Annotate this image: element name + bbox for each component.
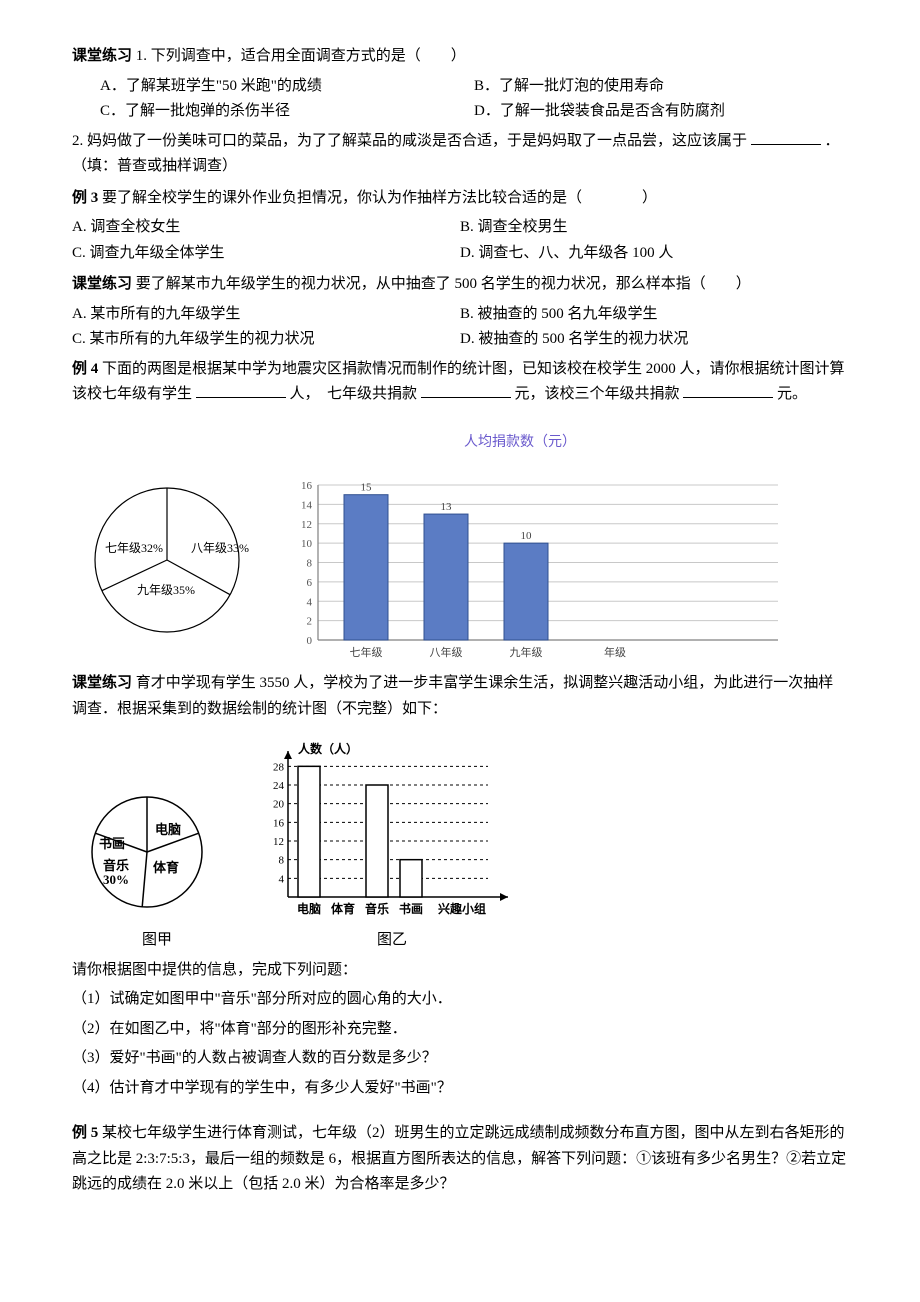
caption-yi: 图乙	[242, 928, 542, 954]
svg-text:6: 6	[307, 577, 313, 589]
ex4-stem-d: 元。	[777, 386, 807, 402]
pr3-line: 课堂练习 要了解某市九年级学生的视力状况，从中抽查了 500 名学生的视力状况，…	[72, 272, 848, 298]
pr4-i3: （3）爱好"书画"的人数占被调查人数的百分数是多少？	[72, 1046, 848, 1072]
svg-text:体育: 体育	[331, 901, 355, 916]
ex4-stem-b: 人， 七年级共捐款	[290, 386, 418, 402]
bar1-title: 人均捐款数（元）	[464, 435, 576, 450]
q2-line: 2. 妈妈做了一份美味可口的菜品，为了了解菜品的咸淡是否合适，于是妈妈取了一点品…	[72, 129, 848, 180]
ex4-line: 例 4 下面的两图是根据某中学为地震灾区捐款情况而制作的统计图，已知该校在校学生…	[72, 357, 848, 408]
q1-opt-d: D．了解一批袋装食品是否含有防腐剂	[474, 99, 848, 125]
svg-text:书画: 书画	[99, 836, 125, 851]
pr3-opt-a: A. 某市所有的九年级学生	[72, 302, 460, 328]
pr4-prefix: 课堂练习	[72, 675, 132, 691]
svg-text:八年级33%: 八年级33%	[191, 541, 249, 555]
svg-text:4: 4	[279, 873, 285, 885]
svg-text:2: 2	[307, 616, 313, 628]
svg-text:电脑: 电脑	[297, 901, 321, 916]
bar-chart-donation: 0 2 4 6 8 10 12 14 16 15 七年级 13 八年级 10 九年级 年级	[272, 465, 792, 665]
pr3-opt-c: C. 某市所有的九年级学生的视力状况	[72, 327, 460, 353]
pr4-tail: 请你根据图中提供的信息，完成下列问题：	[72, 958, 848, 984]
pr3-opts-row2: C. 某市所有的九年级学生的视力状况 D. 被抽查的 500 名学生的视力状况	[72, 327, 848, 353]
ex4-figs: 八年级33% 七年级32% 九年级35% 0 2 4 6 8 10 12 14 16 15 七年级 13 八…	[72, 465, 848, 665]
pr4-i1: （1）试确定如图甲中"音乐"部分所对应的圆心角的大小．	[72, 987, 848, 1013]
svg-text:28: 28	[273, 761, 285, 773]
svg-text:10: 10	[521, 530, 533, 542]
svg-text:七年级: 七年级	[350, 645, 383, 659]
pr4-line: 课堂练习 育才中学现有学生 3550 人，学校为了进一步丰富学生课余生活，拟调整…	[72, 671, 848, 722]
q1-opts-row1: A．了解某班学生"50 米跑"的成绩 B．了解一批灯泡的使用寿命	[100, 74, 848, 100]
svg-text:七年级32%: 七年级32%	[105, 541, 163, 555]
q1-prefix: 课堂练习	[72, 48, 132, 64]
svg-text:人数（人）: 人数（人）	[298, 741, 358, 756]
ex4-stem-c: 元，该校三个年级共捐款	[515, 386, 680, 402]
ex3-prefix: 例 3	[72, 190, 98, 206]
svg-text:4: 4	[307, 596, 313, 608]
pr4-i2: （2）在如图乙中，将"体育"部分的图形补充完整．	[72, 1017, 848, 1043]
ex3-opts-row1: A. 调查全校女生 B. 调查全校男生	[72, 215, 848, 241]
ex3-opt-a: A. 调查全校女生	[72, 215, 460, 241]
caption-jia: 图甲	[72, 928, 242, 954]
svg-text:兴趣小组: 兴趣小组	[438, 901, 486, 916]
svg-text:8: 8	[307, 558, 313, 570]
q1-stem: 下列调查中，适合用全面调查方式的是（ ）	[151, 48, 466, 64]
pr3-opt-b: B. 被抽查的 500 名九年级学生	[460, 302, 848, 328]
pie-chart-grades: 八年级33% 七年级32% 九年级35%	[72, 465, 262, 655]
q1-line: 课堂练习 1. 下列调查中，适合用全面调查方式的是（ ）	[72, 44, 848, 70]
ex4-blank2[interactable]	[421, 382, 511, 398]
ex5-prefix: 例 5	[72, 1125, 98, 1141]
pr4-figs: 电脑书画体育音乐30% 人数（人）481216202428电脑体育音乐书画兴趣小…	[72, 732, 848, 922]
q2-num: 2.	[72, 133, 83, 149]
svg-text:音乐: 音乐	[103, 858, 129, 873]
q1-num: 1.	[136, 48, 147, 64]
svg-text:音乐: 音乐	[365, 901, 389, 916]
svg-text:八年级: 八年级	[430, 645, 463, 659]
fig-captions: 图甲 图乙	[72, 928, 848, 954]
ex4-blank1[interactable]	[196, 382, 286, 398]
svg-text:九年级: 九年级	[510, 645, 543, 659]
bar-chart-interest: 人数（人） 4 8 12 16 20 24 28 电脑体育音乐书画兴趣小组	[242, 732, 542, 922]
svg-text:12: 12	[301, 519, 312, 531]
pr3-opt-d: D. 被抽查的 500 名学生的视力状况	[460, 327, 848, 353]
ex5-stem: 某校七年级学生进行体育测试，七年级（2）班男生的立定跳远成绩制成频数分布直方图，…	[72, 1125, 846, 1192]
q1-opt-b: B．了解一批灯泡的使用寿命	[474, 74, 848, 100]
ex5-line: 例 5 某校七年级学生进行体育测试，七年级（2）班男生的立定跳远成绩制成频数分布…	[72, 1121, 848, 1198]
q1-opts-row2: C．了解一批炮弹的杀伤半径 D．了解一批袋装食品是否含有防腐剂	[100, 99, 848, 125]
ex3-opt-d: D. 调查七、八、九年级各 100 人	[460, 241, 848, 267]
svg-text:16: 16	[301, 480, 313, 492]
svg-text:24: 24	[273, 780, 285, 792]
pr4-i4: （4）估计育才中学现有的学生中，有多少人爱好"书画"？	[72, 1076, 848, 1102]
svg-text:10: 10	[301, 538, 313, 550]
svg-text:20: 20	[273, 799, 285, 811]
svg-text:书画: 书画	[399, 901, 423, 916]
svg-text:15: 15	[361, 482, 373, 494]
svg-text:电脑: 电脑	[155, 822, 181, 837]
pr3-stem: 要了解某市九年级学生的视力状况，从中抽查了 500 名学生的视力状况，那么样本指…	[136, 276, 751, 292]
pr3-prefix: 课堂练习	[72, 276, 132, 292]
ex3-opt-c: C. 调查九年级全体学生	[72, 241, 460, 267]
ex3-line: 例 3 要了解全校学生的课外作业负担情况，你认为作抽样方法比较合适的是（ ）	[72, 186, 848, 212]
pie-chart-interest: 电脑书画体育 音乐30%	[72, 772, 222, 922]
q2-stem-a: 妈妈做了一份美味可口的菜品，为了了解菜品的咸淡是否合适，于是妈妈取了一点品尝，这…	[87, 133, 747, 149]
svg-text:体育: 体育	[153, 860, 179, 875]
q1-opt-a: A．了解某班学生"50 米跑"的成绩	[100, 74, 474, 100]
svg-text:30%: 30%	[103, 872, 129, 887]
pr3-opts-row1: A. 某市所有的九年级学生 B. 被抽查的 500 名九年级学生	[72, 302, 848, 328]
svg-text:13: 13	[441, 501, 453, 513]
q1-opt-c: C．了解一批炮弹的杀伤半径	[100, 99, 474, 125]
ex3-opts-row2: C. 调查九年级全体学生 D. 调查七、八、九年级各 100 人	[72, 241, 848, 267]
svg-text:九年级35%: 九年级35%	[137, 583, 195, 597]
svg-text:0: 0	[307, 635, 313, 647]
svg-text:8: 8	[279, 855, 285, 867]
ex3-stem: 要了解全校学生的课外作业负担情况，你认为作抽样方法比较合适的是（ ）	[102, 190, 657, 206]
ex3-opt-b: B. 调查全校男生	[460, 215, 848, 241]
q2-blank[interactable]	[751, 129, 821, 145]
svg-text:12: 12	[273, 836, 284, 848]
ex4-prefix: 例 4	[72, 361, 98, 377]
svg-text:14: 14	[301, 499, 313, 511]
pr4-stem: 育才中学现有学生 3550 人，学校为了进一步丰富学生课余生活，拟调整兴趣活动小…	[72, 675, 833, 717]
svg-text:年级: 年级	[604, 645, 626, 659]
ex4-blank3[interactable]	[683, 382, 773, 398]
svg-text:16: 16	[273, 817, 285, 829]
